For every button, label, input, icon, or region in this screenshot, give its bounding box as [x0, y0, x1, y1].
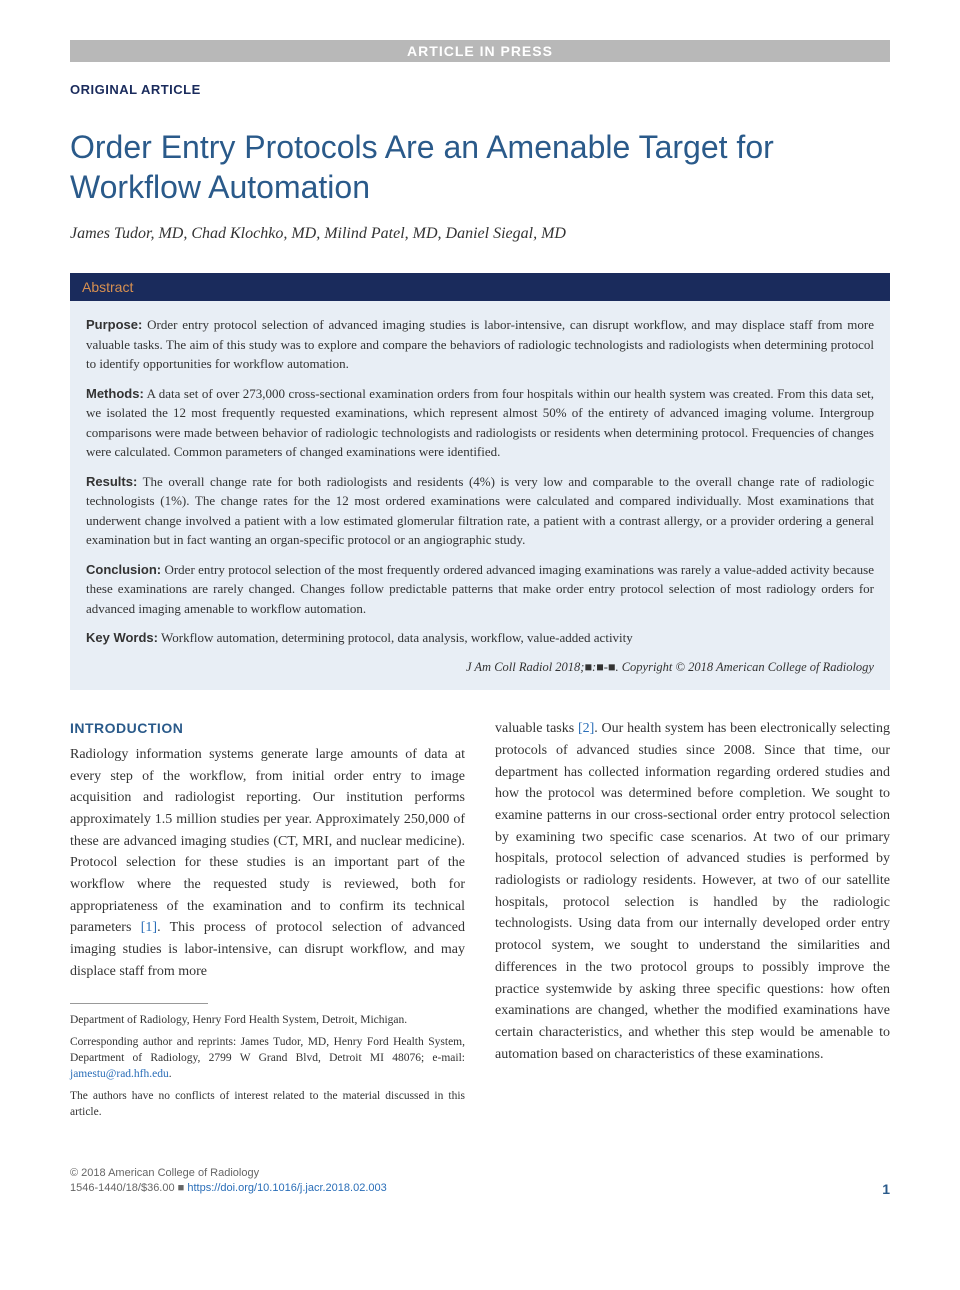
abstract-methods-text: A data set of over 273,000 cross-section…: [86, 386, 874, 460]
footer-left: © 2018 American College of Radiology 154…: [70, 1166, 387, 1197]
abstract-citation: J Am Coll Radiol 2018;■:■-■. Copyright ©…: [86, 658, 874, 677]
correspondence-email-link[interactable]: jamestu@rad.hfh.edu: [70, 1068, 169, 1080]
intro-text-2b: . Our health system has been electronica…: [495, 721, 890, 1061]
page-footer: © 2018 American College of Radiology 154…: [70, 1166, 890, 1197]
abstract-purpose: Purpose: Order entry protocol selection …: [86, 315, 874, 374]
footer-issn-doi: 1546-1440/18/$36.00 ■ https://doi.org/10…: [70, 1181, 387, 1196]
abstract-header: Abstract: [70, 273, 890, 301]
abstract-conclusion-label: Conclusion:: [86, 562, 161, 577]
article-type-label: ORIGINAL ARTICLE: [70, 82, 890, 97]
column-left: INTRODUCTION Radiology information syste…: [70, 718, 465, 1126]
footnote-separator: [70, 1003, 208, 1004]
reference-link-2[interactable]: [2]: [578, 721, 594, 736]
abstract-keywords: Key Words: Workflow automation, determin…: [86, 628, 874, 648]
page-number: 1: [882, 1181, 890, 1197]
article-title: Order Entry Protocols Are an Amenable Ta…: [70, 127, 890, 207]
abstract-results-text: The overall change rate for both radiolo…: [86, 474, 874, 548]
footer-doi-link[interactable]: https://doi.org/10.1016/j.jacr.2018.02.0…: [187, 1182, 386, 1194]
footnote-correspondence: Corresponding author and reprints: James…: [70, 1034, 465, 1082]
abstract-methods: Methods: A data set of over 273,000 cros…: [86, 384, 874, 462]
footnote-affiliation: Department of Radiology, Henry Ford Heal…: [70, 1012, 465, 1028]
intro-paragraph-left: Radiology information systems generate l…: [70, 744, 465, 983]
footer-issn: 1546-1440/18/$36.00 ■: [70, 1182, 187, 1194]
abstract-body: Purpose: Order entry protocol selection …: [70, 301, 890, 690]
intro-text-1: Radiology information systems generate l…: [70, 747, 465, 936]
abstract-methods-label: Methods:: [86, 386, 144, 401]
abstract-conclusion-text: Order entry protocol selection of the mo…: [86, 562, 874, 616]
abstract-purpose-text: Order entry protocol selection of advanc…: [86, 317, 874, 371]
abstract-purpose-label: Purpose:: [86, 317, 142, 332]
abstract-results: Results: The overall change rate for bot…: [86, 472, 874, 550]
footnote-conflicts: The authors have no conflicts of interes…: [70, 1088, 465, 1120]
abstract-keywords-text: Workflow automation, determining protoco…: [161, 630, 633, 645]
authors-line: James Tudor, MD, Chad Klochko, MD, Milin…: [70, 225, 890, 243]
abstract-block: Abstract Purpose: Order entry protocol s…: [70, 273, 890, 690]
intro-paragraph-right: valuable tasks [2]. Our health system ha…: [495, 718, 890, 1065]
intro-text-2a: valuable tasks: [495, 721, 578, 736]
abstract-conclusion: Conclusion: Order entry protocol selecti…: [86, 560, 874, 619]
footnote-correspondence-text: Corresponding author and reprints: James…: [70, 1036, 465, 1064]
column-right: valuable tasks [2]. Our health system ha…: [495, 718, 890, 1126]
introduction-section: INTRODUCTION Radiology information syste…: [70, 718, 890, 1126]
article-in-press-banner: ARTICLE IN PRESS: [70, 40, 890, 62]
abstract-keywords-label: Key Words:: [86, 630, 158, 645]
introduction-heading: INTRODUCTION: [70, 718, 465, 740]
footnote-period: .: [169, 1068, 172, 1080]
article-page: ARTICLE IN PRESS ORIGINAL ARTICLE Order …: [0, 0, 960, 1247]
footer-copyright: © 2018 American College of Radiology: [70, 1166, 387, 1181]
abstract-results-label: Results:: [86, 474, 137, 489]
reference-link-1[interactable]: [1]: [141, 920, 157, 935]
